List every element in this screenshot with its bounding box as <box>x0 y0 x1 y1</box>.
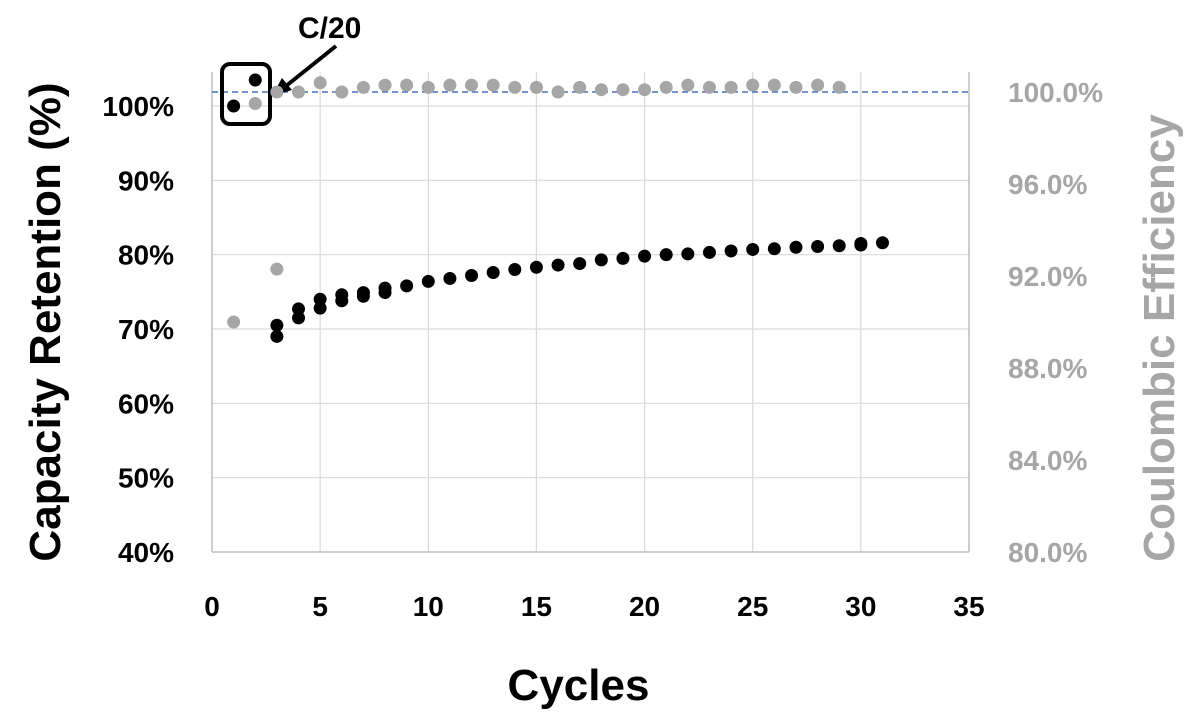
efficiency-point <box>378 78 392 92</box>
x-tick-label: 0 <box>204 591 220 622</box>
capacity-point <box>356 289 370 303</box>
capacity-point <box>443 271 457 285</box>
capacity-point <box>508 263 522 277</box>
capacity-point <box>659 248 673 262</box>
y-tick-label-left: 60% <box>118 388 174 419</box>
capacity-point <box>227 99 241 113</box>
grid-layer <box>212 72 970 552</box>
capacity-point <box>292 311 306 325</box>
efficiency-point <box>702 80 716 94</box>
x-tick-label: 15 <box>521 591 552 622</box>
capacity-point <box>529 260 543 274</box>
tick-labels: 0 5 10 15 20 25 30 35 40% 50% 60% 70% 80% 90% 100% 80.0… <box>102 77 1103 622</box>
capacity-point <box>292 302 306 316</box>
efficiency-point <box>638 83 652 97</box>
x-tick-label: 30 <box>845 591 876 622</box>
capacity-point <box>724 244 738 258</box>
y-tick-label-left: 100% <box>102 91 174 122</box>
capacity-point <box>573 257 587 271</box>
efficiency-point <box>486 78 500 92</box>
y-tick-label-right: 100.0% <box>1008 77 1103 108</box>
capacity-point <box>638 249 652 263</box>
capacity-point <box>313 292 327 306</box>
capacity-point <box>616 251 630 265</box>
x-tick-label: 5 <box>312 591 328 622</box>
efficiency-point <box>227 315 241 329</box>
annotation-label: C/20 <box>298 12 361 45</box>
y-tick-label-left: 90% <box>118 165 174 196</box>
capacity-point <box>400 279 414 293</box>
x-tick-label: 20 <box>629 591 660 622</box>
capacity-point <box>270 329 284 343</box>
capacity-point <box>594 253 608 267</box>
x-tick-label: 25 <box>737 591 768 622</box>
efficiency-point <box>313 76 327 90</box>
y-tick-label-left: 40% <box>118 537 174 568</box>
efficiency-point <box>746 78 760 92</box>
efficiency-point <box>335 85 349 99</box>
capacity-point <box>313 301 327 315</box>
axis-layer <box>211 72 970 553</box>
y-tick-label-right: 92.0% <box>1008 261 1087 292</box>
y-tick-label-right: 88.0% <box>1008 353 1087 384</box>
efficiency-point <box>811 78 825 92</box>
capacity-point <box>248 73 262 87</box>
y-tick-label-left: 70% <box>118 314 174 345</box>
capacity-point <box>465 268 479 282</box>
efficiency-point <box>594 83 608 97</box>
efficiency-point <box>270 85 284 99</box>
efficiency-point <box>573 80 587 94</box>
x-tick-label: 35 <box>953 591 984 622</box>
efficiency-point <box>659 80 673 94</box>
y-tick-label-left: 50% <box>118 463 174 494</box>
efficiency-point <box>724 80 738 94</box>
efficiency-point <box>681 78 695 92</box>
annotation-c20: C/20 <box>220 12 361 126</box>
efficiency-point <box>832 80 846 94</box>
annotation-arrow <box>284 44 338 88</box>
capacity-point <box>702 245 716 259</box>
capacity-point <box>789 240 803 254</box>
efficiency-point <box>551 85 565 99</box>
y-tick-label-right: 80.0% <box>1008 537 1087 568</box>
efficiency-point <box>421 80 435 94</box>
data-points <box>227 73 889 343</box>
capacity-point <box>681 247 695 261</box>
capacity-point <box>746 242 760 256</box>
efficiency-point <box>529 80 543 94</box>
capacity-point <box>767 242 781 256</box>
capacity-point <box>421 274 435 288</box>
x-axis-label: Cycles <box>508 661 650 710</box>
y-tick-label-left: 80% <box>118 240 174 271</box>
x-tick-label: 10 <box>413 591 444 622</box>
efficiency-point <box>616 83 630 97</box>
capacity-point <box>378 286 392 300</box>
capacity-point <box>875 236 889 250</box>
efficiency-point <box>508 80 522 94</box>
y-axis-label-left: Capacity Retention (%) <box>21 82 70 561</box>
capacity-point <box>270 318 284 332</box>
capacity-point <box>551 258 565 272</box>
efficiency-point <box>443 78 457 92</box>
y-axis-label-right: Coulombic Efficiency <box>1135 114 1184 562</box>
capacity-point <box>486 266 500 280</box>
annotation-box <box>220 62 272 126</box>
capacity-point <box>854 237 868 251</box>
capacity-point <box>335 294 349 308</box>
efficiency-point <box>270 262 284 276</box>
efficiency-point <box>767 78 781 92</box>
efficiency-point <box>292 85 306 99</box>
efficiency-point <box>400 78 414 92</box>
efficiency-point <box>248 97 262 110</box>
efficiency-point <box>465 78 479 92</box>
capacity-point <box>832 239 846 253</box>
y-tick-label-right: 84.0% <box>1008 445 1087 476</box>
efficiency-point <box>356 80 370 94</box>
efficiency-point <box>789 80 803 94</box>
capacity-point <box>811 239 825 253</box>
y-tick-label-right: 96.0% <box>1008 169 1087 200</box>
